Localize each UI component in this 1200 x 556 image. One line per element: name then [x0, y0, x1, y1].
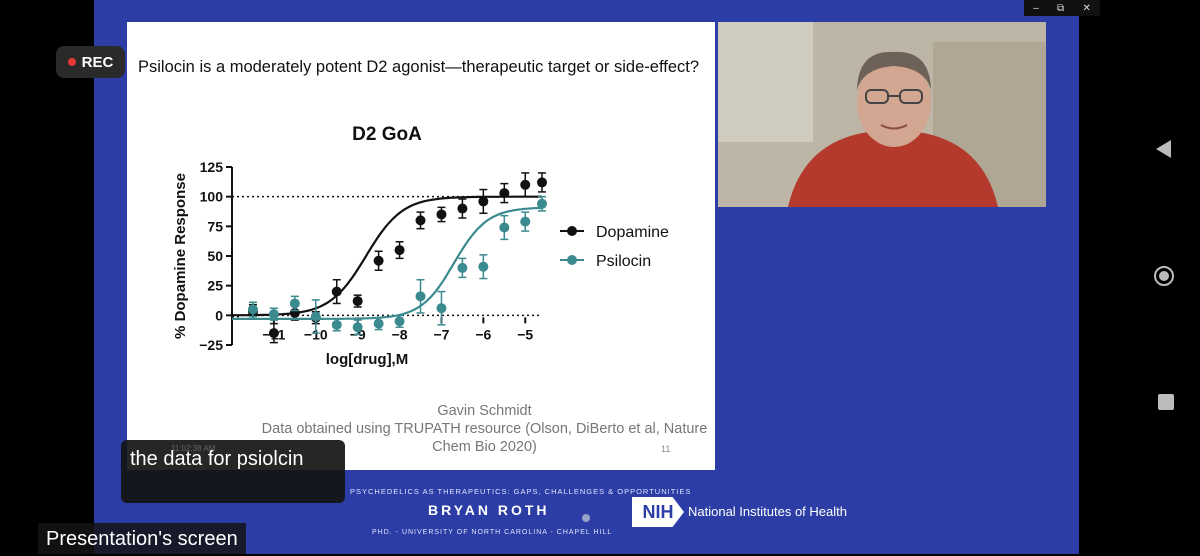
- data-point-dopamine: [331, 286, 342, 297]
- data-point-psilocin: [436, 303, 447, 314]
- data-point-psilocin: [537, 198, 547, 209]
- data-point-psilocin: [520, 216, 531, 227]
- data-point-psilocin: [331, 319, 342, 330]
- y-tick-label: 50: [207, 248, 223, 264]
- y-axis-label: % Dopamine Response: [172, 173, 189, 339]
- data-point-dopamine: [520, 179, 531, 190]
- data-point-dopamine: [415, 215, 426, 226]
- slide-number: 11: [661, 444, 671, 454]
- fit-curve-psilocin: [232, 206, 543, 320]
- recents-nav-icon[interactable]: [1158, 394, 1174, 410]
- pager-indicator: [582, 514, 590, 522]
- data-point-dopamine: [478, 196, 489, 207]
- y-tick-label: 0: [215, 307, 223, 323]
- data-point-psilocin: [247, 304, 258, 315]
- data-point-psilocin: [289, 298, 300, 309]
- y-tick-label: 125: [200, 159, 224, 175]
- data-point-dopamine: [499, 188, 510, 199]
- data-point-dopamine: [352, 296, 363, 307]
- y-tick-label: 100: [200, 189, 224, 205]
- caption-timestamp: 11:02:38 AM: [171, 444, 216, 453]
- speaker-video: [718, 22, 1046, 207]
- shared-slide: Psilocin is a moderately potent D2 agoni…: [127, 22, 715, 470]
- minimize-button[interactable]: –: [1033, 2, 1039, 14]
- restore-button[interactable]: ⧉: [1057, 2, 1065, 14]
- caption-text: the data for psiolcin: [130, 448, 304, 470]
- fit-curve-dopamine: [231, 195, 542, 317]
- data-point-dopamine: [436, 209, 447, 220]
- x-axis-label: log[drug],M: [326, 351, 408, 368]
- data-point-psilocin: [373, 318, 384, 329]
- slide-title: Psilocin is a moderately potent D2 agoni…: [138, 58, 699, 76]
- recording-badge: REC: [56, 46, 125, 78]
- legend-label: Dopamine: [596, 224, 669, 241]
- speaker-name: BRYAN ROTH: [428, 502, 550, 518]
- data-point-dopamine: [457, 203, 468, 214]
- credit-author: Gavin Schmidt: [437, 403, 532, 419]
- event-tagline: PSYCHEDELICS AS THERAPEUTICS: GAPS, CHAL…: [350, 487, 692, 496]
- data-point-psilocin: [478, 261, 489, 272]
- x-tick-label: −6: [475, 326, 491, 342]
- data-point-dopamine: [268, 328, 279, 339]
- y-tick-label: −25: [199, 337, 223, 353]
- back-nav-icon[interactable]: [1156, 140, 1171, 158]
- data-point-psilocin: [352, 322, 363, 333]
- data-point-dopamine: [373, 255, 384, 266]
- legend-marker: [567, 226, 577, 236]
- data-point-psilocin: [415, 291, 426, 302]
- y-tick-label: 75: [207, 218, 223, 234]
- x-tick-label: −8: [392, 326, 408, 342]
- speaker-affiliation: PHD. - UNIVERSITY OF NORTH CAROLINA - CH…: [372, 529, 613, 536]
- data-point-dopamine: [537, 177, 547, 188]
- home-nav-icon[interactable]: [1154, 266, 1174, 286]
- live-caption: 11:02:38 AM the data for psiolcin: [121, 440, 345, 503]
- data-point-psilocin: [268, 309, 279, 320]
- speaker-video-frame: [718, 22, 1046, 207]
- slide-credit: Gavin Schmidt Data obtained using TRUPAT…: [247, 402, 722, 456]
- legend-marker: [567, 255, 577, 265]
- x-tick-label: −7: [433, 326, 449, 342]
- recording-label: REC: [81, 53, 114, 71]
- close-button[interactable]: ✕: [1082, 2, 1091, 14]
- nih-logo: NIH: [632, 497, 684, 527]
- presentation-screen-label: Presentation's screen: [38, 523, 246, 554]
- window-controls: – ⧉ ✕: [1024, 0, 1100, 16]
- nih-name: National Institutes of Health: [688, 504, 847, 519]
- x-tick-label: −10: [304, 326, 328, 342]
- data-point-psilocin: [310, 311, 321, 322]
- data-point-dopamine: [394, 245, 405, 256]
- credit-source: Data obtained using TRUPATH resource (Ol…: [261, 421, 708, 437]
- data-point-psilocin: [499, 222, 510, 233]
- data-point-psilocin: [457, 262, 468, 273]
- record-icon: [67, 58, 76, 66]
- y-tick-label: 25: [207, 278, 223, 294]
- chart-title: D2 GoA: [352, 124, 422, 145]
- x-tick-label: −5: [517, 326, 533, 342]
- data-point-psilocin: [394, 316, 405, 327]
- dose-response-chart: D2 GoA−250255075100125−11−10−9−8−7−6−5lo…: [172, 124, 669, 368]
- credit-citation: Chem Bio 2020): [432, 439, 537, 455]
- legend-label: Psilocin: [596, 253, 651, 270]
